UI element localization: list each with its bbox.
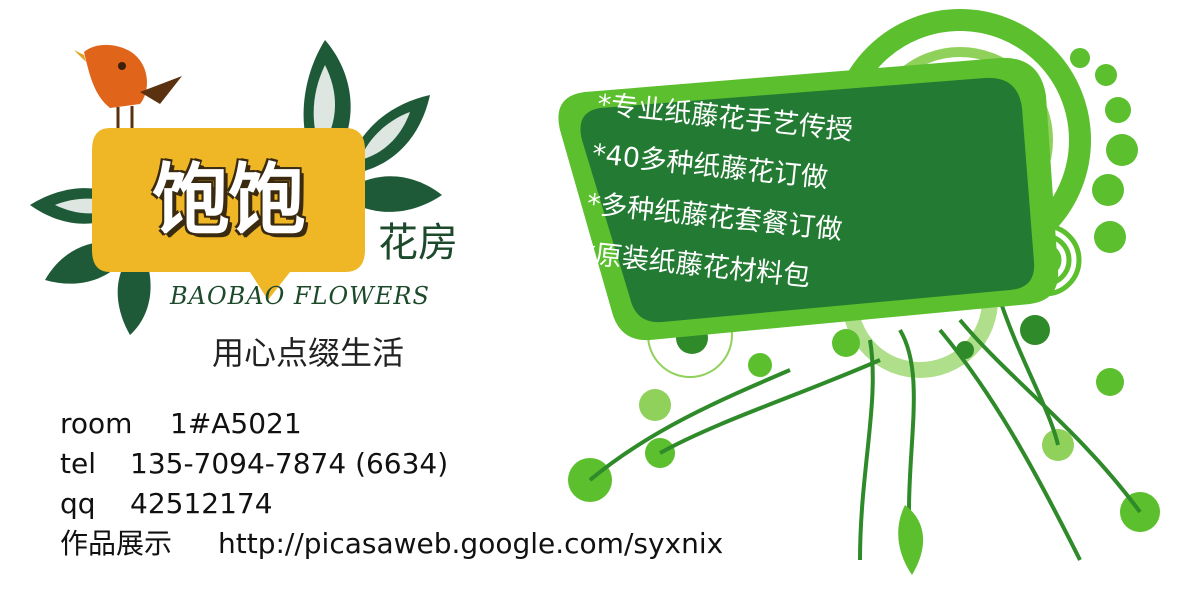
brand-subtitle: 花房 (378, 220, 458, 266)
works-label: 作品展示 (60, 527, 173, 560)
logo-bubble (92, 128, 365, 300)
brand-slogan: 用心点缀生活 (212, 334, 405, 372)
contact-room: room 1#A5021 (60, 404, 723, 444)
qq-label: qq (60, 487, 96, 520)
brand-english-name: BAOBAO FLOWERS (170, 282, 430, 310)
works-link[interactable]: http://picasaweb.google.com/syxnix (218, 527, 724, 560)
contact-tel: tel 135-7094-7874 (6634) (60, 444, 723, 484)
qq-value: 42512174 (130, 487, 273, 520)
room-label: room (60, 407, 133, 440)
features-board (558, 57, 1059, 341)
room-value: 1#A5021 (170, 407, 302, 440)
tel-value: 135-7094-7874 (6634) (130, 447, 449, 480)
contact-info: room 1#A5021 tel 135-7094-7874 (6634) qq 42… (60, 404, 723, 564)
features-list: *专业纸藤花手艺传授 *40多种纸藤花订做 *多种纸藤花套餐订做 *原装纸藤花材… (579, 80, 978, 319)
decorative-vines (588, 299, 1142, 561)
leaf-icon (898, 505, 924, 575)
contact-qq: qq 42512174 (60, 484, 723, 524)
contact-works: 作品展示 http://picasaweb.google.com/syxnix (60, 524, 723, 564)
bird-icon (74, 44, 182, 128)
brand-title: 饱饱 (151, 156, 306, 246)
tel-label: tel (60, 447, 96, 480)
